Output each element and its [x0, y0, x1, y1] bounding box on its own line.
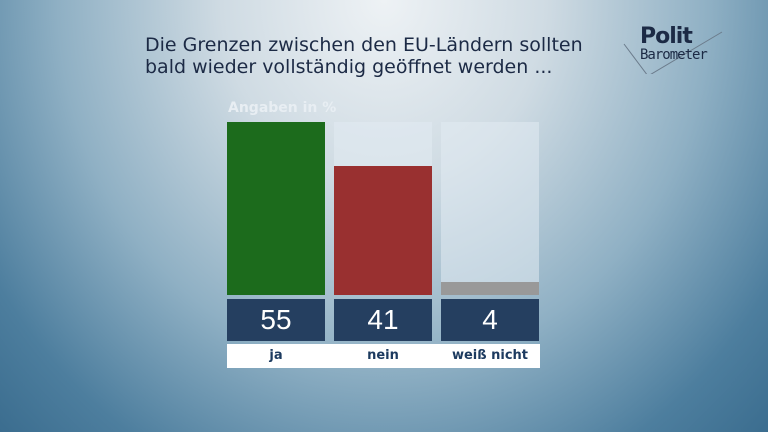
bar-1 [334, 166, 432, 295]
politbarometer-logo: Polit Barometer [612, 24, 732, 74]
value-label: 4 [441, 299, 539, 341]
chart-title: Die Grenzen zwischen den EU-Ländern soll… [145, 34, 585, 78]
title-line-2: bald wieder vollständig geöffnet werden … [145, 56, 553, 78]
value-label: 41 [334, 299, 432, 341]
checkmark-icon [623, 31, 723, 74]
bar-track [441, 122, 539, 295]
value-label: 55 [227, 299, 325, 341]
title-line-1: Die Grenzen zwischen den EU-Ländern soll… [145, 34, 583, 56]
category-label: ja [269, 348, 283, 363]
category-label-strip [227, 344, 540, 368]
y-axis-label: Angaben in % [228, 100, 337, 116]
bar-2 [441, 282, 539, 295]
bar-track [227, 122, 325, 295]
bar-0 [227, 122, 325, 295]
logo-line-1: Polit [640, 24, 693, 49]
category-label: weiß nicht [451, 348, 529, 363]
bar-track [334, 122, 432, 295]
logo-line-2: Barometer [640, 47, 708, 63]
category-label: nein [367, 348, 399, 363]
